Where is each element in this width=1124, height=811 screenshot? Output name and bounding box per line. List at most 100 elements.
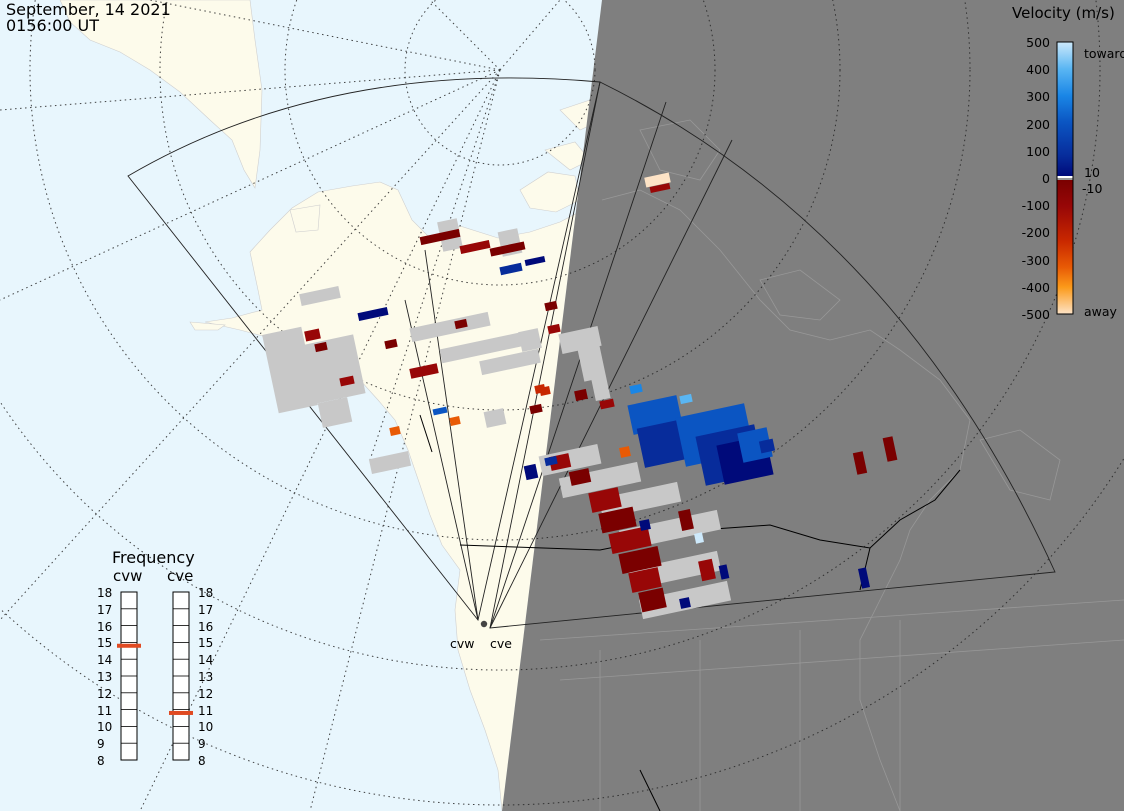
colorbar-tick-label: 300 xyxy=(1026,89,1050,105)
scatter-cell xyxy=(644,172,671,188)
colorbar-tick-label: 100 xyxy=(1026,143,1050,159)
scatter-cell xyxy=(389,426,401,436)
frequency-radar-cve: cve xyxy=(167,567,194,585)
scatter-cell xyxy=(479,348,541,376)
scatter-layer xyxy=(262,172,898,620)
scatter-cell xyxy=(698,558,716,582)
colorbar-away-label: away xyxy=(1084,304,1117,319)
frequency-tick-label: 13 xyxy=(198,670,214,684)
frequency-tick-label: 18 xyxy=(97,586,113,600)
scatter-cell xyxy=(357,306,389,322)
scatter-cell xyxy=(608,526,652,554)
frequency-tick-label: 17 xyxy=(198,602,214,617)
radar-label-cve: cve xyxy=(490,636,512,651)
scatter-cell xyxy=(544,300,558,312)
scatter-cell xyxy=(599,398,615,410)
scatter-cell xyxy=(294,334,366,406)
scatter-cell xyxy=(317,397,353,428)
frequency-tick-label: 18 xyxy=(198,586,214,600)
scatter-cell xyxy=(679,393,693,405)
colorbar-tick-label: -300 xyxy=(1021,252,1050,268)
scatter-cell xyxy=(547,323,561,335)
scatter-cell xyxy=(384,338,398,350)
scatter-cell xyxy=(574,388,588,402)
frequency-tick-label: 14 xyxy=(198,653,214,668)
frequency-tick-label: 17 xyxy=(97,602,113,617)
colorbar-tick-label: 400 xyxy=(1026,62,1050,78)
frequency-tick-label: 11 xyxy=(97,703,113,718)
frequency-tick-label: 12 xyxy=(97,686,113,701)
frequency-tick-label: 16 xyxy=(198,619,214,634)
scatter-cell xyxy=(409,311,491,343)
scatter-cell xyxy=(529,403,543,415)
scatter-cell xyxy=(454,318,468,330)
radar-site-marker xyxy=(480,620,488,628)
scatter-cell xyxy=(598,481,682,519)
scatter-cell xyxy=(523,463,539,481)
scatter-cell xyxy=(544,455,558,467)
date-label: September, 14 2021 xyxy=(6,0,171,19)
colorbar-tick-label: -400 xyxy=(1021,279,1050,295)
scatter-cell xyxy=(304,328,321,342)
frequency-tick-label: 8 xyxy=(97,754,105,768)
scatter-cell xyxy=(584,344,611,401)
scatter-cell xyxy=(618,546,662,574)
colorbar-threshold-neg: -10 xyxy=(1082,181,1103,196)
colorbar-tick-label: -200 xyxy=(1021,225,1050,241)
scatter-cell xyxy=(852,451,868,475)
scatter-cell xyxy=(489,241,526,257)
frequency-tick-label: 9 xyxy=(97,737,105,752)
frequency-title: Frequency xyxy=(112,548,195,567)
frequency-tick-label: 15 xyxy=(97,636,113,651)
scatter-cell xyxy=(558,461,642,499)
scatter-cell xyxy=(882,436,898,462)
colorbar-tick-label: 200 xyxy=(1026,116,1050,132)
scatter-cell xyxy=(598,506,637,534)
colorbar-title: Velocity (m/s) xyxy=(1012,4,1115,22)
frequency-tick-label: 13 xyxy=(97,670,113,684)
scatter-cell xyxy=(534,384,546,394)
frequency-tick-label: 9 xyxy=(198,737,206,752)
scatter-cell xyxy=(518,328,542,352)
frequency-panel xyxy=(117,591,193,761)
scatter-cell xyxy=(483,408,507,428)
scatter-cell xyxy=(419,228,461,246)
frequency-tick-label: 11 xyxy=(198,703,214,718)
scatter-cell xyxy=(619,446,631,458)
scatter-cell xyxy=(758,438,776,454)
frequency-tick-label: 8 xyxy=(198,754,206,768)
scatter-cell xyxy=(339,375,355,387)
scatter-cell xyxy=(409,363,439,379)
scatter-cell xyxy=(737,427,773,463)
colorbar-tick-label: -100 xyxy=(1021,198,1050,214)
frequency-tick-label: 12 xyxy=(198,686,214,701)
scatter-cell xyxy=(449,416,461,426)
scatter-cell xyxy=(314,341,328,353)
scatter-cell xyxy=(858,567,870,589)
scatter-cell xyxy=(439,330,531,364)
velocity-colorbar xyxy=(1056,41,1074,315)
scatter-cell xyxy=(432,406,448,416)
radar-label-cvw: cvw xyxy=(450,636,475,651)
frequency-tick-label: 14 xyxy=(97,653,113,668)
scatter-cell xyxy=(629,383,643,395)
scatter-cell xyxy=(718,564,730,580)
scatter-cell xyxy=(649,182,671,194)
scatter-cell xyxy=(639,519,651,531)
scatter-cell xyxy=(679,597,691,609)
scatter-cell xyxy=(628,567,662,593)
scatter-cell xyxy=(638,587,667,613)
colorbar-threshold-pos: 10 xyxy=(1084,165,1100,180)
colorbar-toward-label: toward xyxy=(1084,46,1124,61)
scatter-cell xyxy=(568,468,592,486)
scatter-cell xyxy=(588,487,622,513)
frequency-radar-cvw: cvw xyxy=(113,567,143,585)
frequency-marker-cve xyxy=(169,710,193,715)
scatter-cell xyxy=(499,262,523,276)
time-label: 0156:00 UT xyxy=(6,16,100,35)
scatter-cell xyxy=(694,532,704,544)
radar-fov xyxy=(127,77,1056,629)
scatter-cell xyxy=(524,255,546,267)
